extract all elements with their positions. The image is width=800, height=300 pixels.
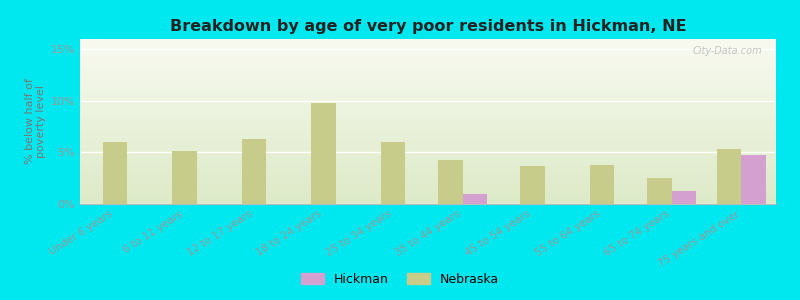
Bar — [742, 154, 766, 204]
Legend: Hickman, Nebraska: Hickman, Nebraska — [296, 268, 504, 291]
Bar — [590, 165, 614, 204]
Bar — [672, 190, 696, 204]
Bar — [311, 103, 336, 204]
Bar — [242, 139, 266, 204]
Bar — [647, 178, 672, 204]
Text: City-Data.com: City-Data.com — [693, 46, 762, 56]
Bar — [381, 142, 406, 204]
Title: Breakdown by age of very poor residents in Hickman, NE: Breakdown by age of very poor residents … — [170, 19, 686, 34]
Bar — [463, 194, 487, 204]
Bar — [172, 152, 197, 204]
Bar — [717, 149, 741, 204]
Bar — [102, 142, 127, 204]
Bar — [438, 160, 462, 204]
Bar — [520, 166, 545, 204]
Y-axis label: % below half of
poverty level: % below half of poverty level — [25, 79, 46, 164]
